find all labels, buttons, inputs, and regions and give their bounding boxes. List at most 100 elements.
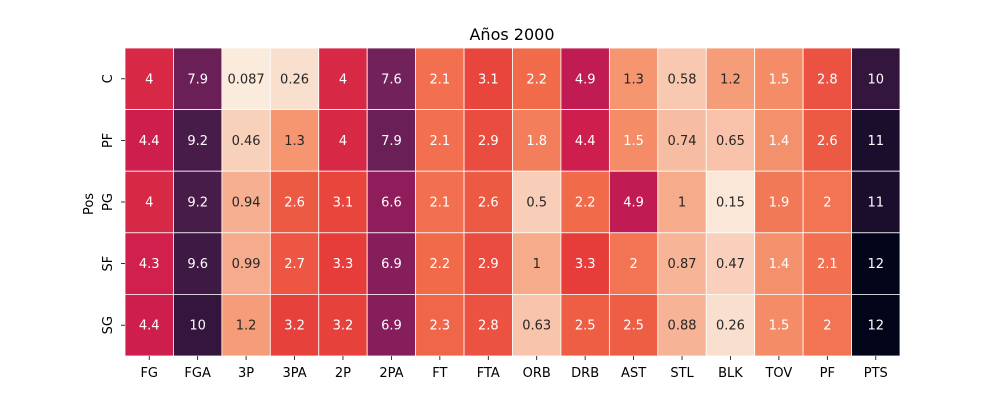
cell-label: 2.6	[284, 196, 305, 211]
cell-label: 1.9	[769, 196, 790, 211]
cell-label: 7.9	[381, 134, 402, 149]
heatmap-cell	[415, 170, 465, 234]
heatmap-cell	[608, 109, 659, 172]
heatmap-cell	[463, 47, 513, 110]
heatmap-cell	[851, 47, 901, 110]
heatmap-cell	[705, 293, 756, 357]
cell-label: 0.58	[668, 72, 697, 87]
heatmap-cell	[366, 232, 417, 295]
x-tick-label: AST	[621, 366, 646, 381]
cell-label: 0.63	[522, 319, 551, 334]
y-axis-label: Pos	[82, 193, 97, 215]
cell-label: 0.87	[668, 257, 697, 272]
heatmap-cell	[173, 47, 223, 110]
cell-label: 2.1	[430, 134, 451, 149]
cell-label: 0.88	[668, 319, 697, 334]
cell-label: 0.15	[716, 196, 745, 211]
y-axis-ticks: C PF PG SF SG	[101, 74, 125, 334]
cell-label: 4	[339, 134, 347, 149]
heatmap-cell	[705, 170, 756, 234]
heatmap-cell	[705, 232, 756, 295]
cell-label: 1.3	[284, 134, 305, 149]
heatmap-cell	[221, 232, 271, 295]
cell-label: 1.8	[526, 134, 547, 149]
cell-label: 1.4	[769, 257, 790, 272]
heatmap-cell	[851, 170, 901, 234]
cell-label: 0.47	[716, 257, 745, 272]
heatmap-cell	[318, 293, 368, 357]
heatmap-cell	[851, 293, 901, 357]
cell-label: 12	[868, 319, 885, 334]
cell-label: 2	[629, 257, 637, 272]
cell-label: 9.2	[187, 134, 208, 149]
cell-label: 1	[533, 257, 541, 272]
cell-label: 2.2	[526, 72, 547, 87]
cell-label: 4.9	[575, 72, 596, 87]
cell-label: 2	[823, 319, 831, 334]
cell-label: 4.4	[139, 134, 160, 149]
cell-label: 2.2	[575, 196, 596, 211]
x-tick-label: FGA	[184, 366, 211, 381]
x-tick-label: FT	[432, 366, 447, 381]
heatmap-cell	[802, 293, 852, 357]
x-tick-label: 3P	[238, 366, 254, 381]
cell-label: 6.9	[381, 257, 402, 272]
cell-label: 0.087	[227, 72, 264, 87]
y-tick-label: C	[101, 74, 116, 83]
heatmap-cell	[754, 170, 804, 234]
heatmap-cell	[318, 109, 368, 172]
heatmap-cell	[366, 47, 417, 110]
heatmap-cell	[754, 47, 804, 110]
cell-label: 2.5	[623, 319, 644, 334]
cell-label: 1.5	[769, 319, 790, 334]
x-tick-label: 2P	[335, 366, 351, 381]
cell-label: 3.1	[478, 72, 499, 87]
heatmap-cell	[657, 293, 707, 357]
cell-label: 10	[189, 319, 206, 334]
x-tick-label: TOV	[764, 366, 792, 381]
heatmap-cell	[415, 232, 465, 295]
heatmap-cell	[366, 170, 417, 234]
heatmap-cell	[173, 232, 223, 295]
cell-label: 4	[339, 72, 347, 87]
cell-label: 6.6	[381, 196, 402, 211]
heatmap-cell	[124, 47, 174, 110]
cell-label: 3.1	[333, 196, 354, 211]
cell-label: 1.4	[769, 134, 790, 149]
heatmap-cell	[415, 109, 465, 172]
cell-label: 11	[868, 196, 885, 211]
y-tick-label: SG	[101, 316, 116, 334]
chart-title: Años 2000	[469, 25, 554, 44]
x-tick-label: PTS	[864, 366, 888, 381]
y-tick-label: PF	[101, 133, 116, 148]
cell-label: 3.2	[333, 319, 354, 334]
cell-label: 1.2	[236, 319, 257, 334]
heatmap-cell	[802, 170, 852, 234]
x-tick-label: FTA	[477, 366, 500, 381]
cell-label: 7.9	[187, 72, 208, 87]
heatmap-cell	[512, 293, 562, 357]
cell-label: 2.6	[817, 134, 838, 149]
cell-label: 4.9	[623, 196, 644, 211]
heatmap-cell	[512, 109, 562, 172]
cell-label: 0.26	[716, 319, 745, 334]
cell-label: 3.2	[284, 319, 305, 334]
cell-label: 2.6	[478, 196, 499, 211]
heatmap-cell	[173, 109, 223, 172]
y-tick-label: PG	[101, 193, 116, 211]
heatmap-cell	[173, 293, 223, 357]
heatmap-cell	[851, 232, 901, 295]
heatmap-cell	[463, 293, 513, 357]
cell-label: 4	[145, 72, 153, 87]
heatmap-cell	[124, 232, 174, 295]
cell-label: 12	[868, 257, 885, 272]
heatmap-cell	[221, 109, 271, 172]
heatmap-cell	[560, 293, 610, 357]
cell-label: 0.26	[280, 72, 309, 87]
heatmap-cell	[269, 47, 320, 110]
heatmap-cell	[802, 109, 852, 172]
heatmap-cell	[657, 109, 707, 172]
cell-label: 4.3	[139, 257, 160, 272]
cell-label: 4.4	[575, 134, 596, 149]
cell-label: 9.6	[187, 257, 208, 272]
